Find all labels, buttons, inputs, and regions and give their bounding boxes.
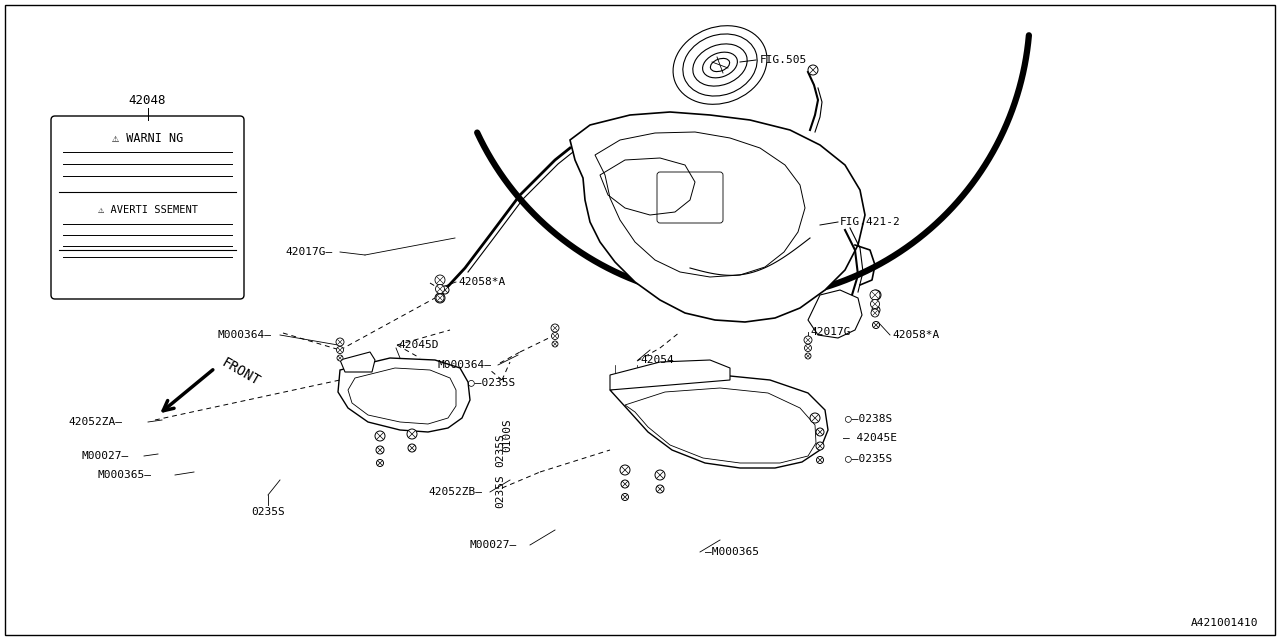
Circle shape <box>407 429 417 439</box>
Circle shape <box>870 300 879 308</box>
Circle shape <box>870 290 881 300</box>
Text: 42052ZB—: 42052ZB— <box>428 487 483 497</box>
Circle shape <box>622 493 628 500</box>
Text: 42052ZA—: 42052ZA— <box>68 417 122 427</box>
Text: ○—0235S: ○—0235S <box>468 377 516 387</box>
Ellipse shape <box>673 26 767 104</box>
Circle shape <box>375 431 385 441</box>
Circle shape <box>436 294 444 302</box>
Circle shape <box>657 485 664 493</box>
Text: 0235S: 0235S <box>495 433 506 467</box>
Text: FRONT: FRONT <box>219 356 262 389</box>
Circle shape <box>870 290 881 300</box>
Circle shape <box>335 338 344 346</box>
Text: M000364—: M000364— <box>218 330 273 340</box>
Circle shape <box>552 333 558 339</box>
Text: 0235S: 0235S <box>495 474 506 508</box>
Text: ⚠ AVERTI SSEMENT: ⚠ AVERTI SSEMENT <box>97 205 197 215</box>
Polygon shape <box>611 360 730 390</box>
Text: —M000365: —M000365 <box>705 547 759 557</box>
Text: 42017G: 42017G <box>810 327 850 337</box>
Circle shape <box>817 428 824 436</box>
Circle shape <box>337 346 343 353</box>
Circle shape <box>408 444 416 452</box>
Circle shape <box>873 321 879 328</box>
Text: M00027—: M00027— <box>82 451 129 461</box>
Ellipse shape <box>682 34 758 96</box>
Circle shape <box>435 285 444 294</box>
Circle shape <box>376 446 384 454</box>
Circle shape <box>817 442 824 450</box>
Polygon shape <box>338 358 470 432</box>
Ellipse shape <box>692 44 748 86</box>
Circle shape <box>872 306 881 314</box>
Circle shape <box>805 344 812 351</box>
Text: ○—0235S: ○—0235S <box>845 453 892 463</box>
Circle shape <box>337 355 343 361</box>
Polygon shape <box>570 112 865 322</box>
Text: 0235S: 0235S <box>251 507 285 517</box>
Text: ⚠ WARNI NG: ⚠ WARNI NG <box>111 131 183 145</box>
Text: 42017G—: 42017G— <box>285 247 333 257</box>
Circle shape <box>435 275 445 285</box>
Circle shape <box>376 460 384 467</box>
Polygon shape <box>611 375 828 468</box>
Text: 42054: 42054 <box>640 355 673 365</box>
Circle shape <box>550 324 559 332</box>
Circle shape <box>805 353 812 359</box>
Circle shape <box>552 341 558 347</box>
Circle shape <box>810 413 820 423</box>
Circle shape <box>804 336 812 344</box>
Circle shape <box>435 293 445 303</box>
Text: FIG.505: FIG.505 <box>760 55 808 65</box>
Text: 42045D: 42045D <box>398 340 439 350</box>
Circle shape <box>870 309 879 317</box>
Polygon shape <box>808 290 861 338</box>
Text: 42048: 42048 <box>129 93 166 106</box>
Circle shape <box>808 65 818 75</box>
Circle shape <box>442 286 449 294</box>
Polygon shape <box>340 352 375 372</box>
Ellipse shape <box>703 52 737 78</box>
Circle shape <box>620 465 630 475</box>
Text: M000365—: M000365— <box>99 470 152 480</box>
Text: M000364—: M000364— <box>438 360 492 370</box>
Text: A421001410: A421001410 <box>1190 618 1258 628</box>
Text: 42058*A: 42058*A <box>458 277 506 287</box>
Text: 42058*A: 42058*A <box>892 330 940 340</box>
Text: FIG.421-2: FIG.421-2 <box>840 217 901 227</box>
Text: M00027—: M00027— <box>470 540 517 550</box>
FancyBboxPatch shape <box>51 116 244 299</box>
Text: — 42045E: — 42045E <box>844 433 897 443</box>
Text: ○—0238S: ○—0238S <box>845 413 892 423</box>
Circle shape <box>817 456 823 463</box>
Ellipse shape <box>710 58 730 72</box>
Circle shape <box>621 480 628 488</box>
Circle shape <box>655 470 666 480</box>
Text: 0100S: 0100S <box>502 418 512 452</box>
